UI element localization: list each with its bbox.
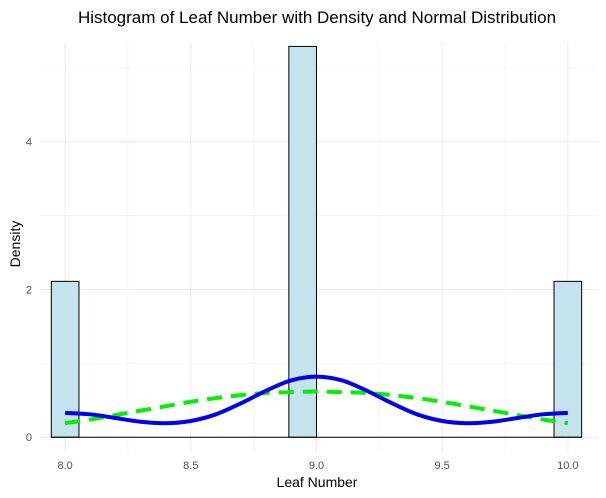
x-tick-label: 8.5 [183, 460, 198, 472]
normal-curve [64, 389, 569, 426]
grid [40, 42, 598, 452]
density-curve [65, 374, 568, 426]
x-tick-label: 8.0 [57, 460, 72, 472]
x-tick-label: 9.5 [435, 460, 450, 472]
histogram-bar [553, 280, 583, 438]
tick-labels: 8.0 8.5 9.0 9.5 10.0 0 2 4 [26, 137, 579, 472]
x-tick-label: 9.0 [309, 460, 324, 472]
x-tick-label: 10.0 [557, 460, 578, 472]
curves [64, 374, 569, 426]
y-tick-label: 4 [26, 137, 32, 149]
histogram-bar [50, 280, 80, 438]
x-axis-title: Leaf Number [277, 474, 358, 490]
histogram-bars [50, 45, 583, 438]
y-axis-title: Density [7, 221, 23, 268]
chart-title: Histogram of Leaf Number with Density an… [78, 8, 556, 27]
histogram-bar [288, 45, 317, 438]
y-tick-label: 2 [26, 284, 32, 296]
y-tick-label: 0 [26, 432, 32, 444]
